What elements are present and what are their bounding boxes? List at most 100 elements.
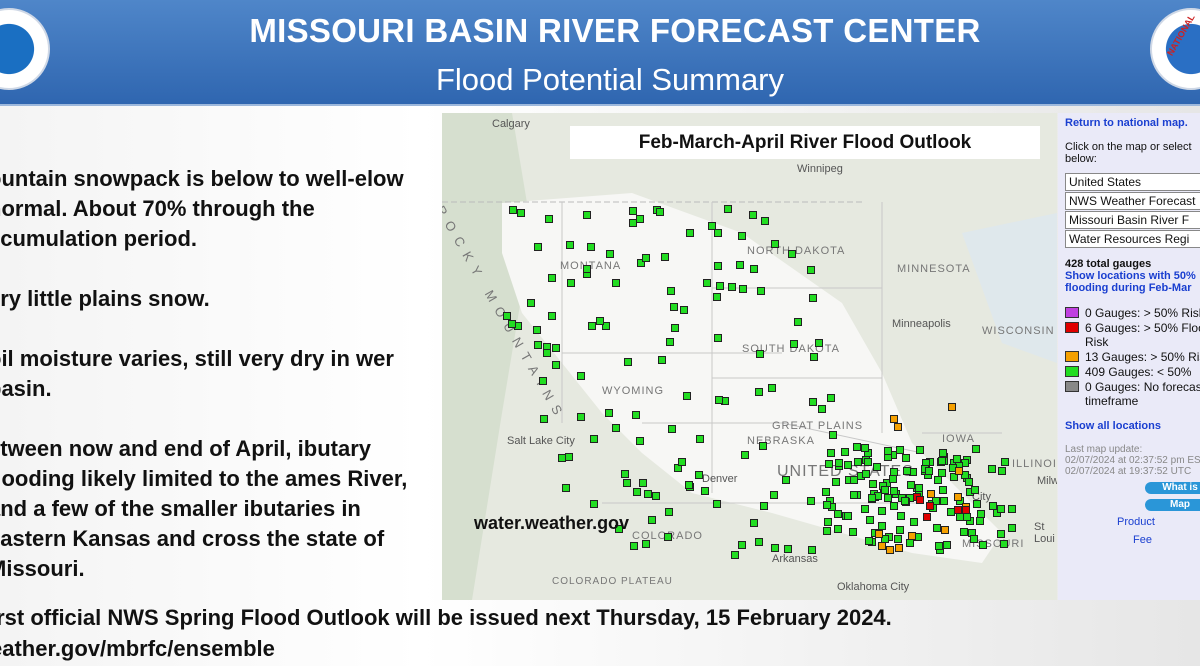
gauge-marker-below-50[interactable] <box>907 481 915 490</box>
gauge-marker-below-50[interactable] <box>642 254 651 263</box>
gauge-marker-below-50[interactable] <box>975 516 984 525</box>
gauge-marker-below-50[interactable] <box>992 509 1001 518</box>
gauge-marker-below-50[interactable] <box>708 222 717 231</box>
gauge-marker-below-50[interactable] <box>660 253 669 262</box>
gauge-marker-below-50[interactable] <box>916 445 924 454</box>
gauge-marker-below-50[interactable] <box>901 497 910 506</box>
show-all-link[interactable]: Show all locations <box>1065 420 1161 432</box>
gauge-marker-below-50[interactable] <box>596 317 605 326</box>
gauge-marker-below-50[interactable] <box>542 348 551 357</box>
gauge-marker-below-50[interactable] <box>997 466 1006 475</box>
gauge-marker-below-50[interactable] <box>759 441 768 450</box>
gauge-marker-below-50[interactable] <box>655 208 664 217</box>
gauge-marker-below-50[interactable] <box>890 468 899 477</box>
gauge-marker-below-50[interactable] <box>727 282 736 291</box>
gauge-marker-below-50[interactable] <box>889 486 898 495</box>
gauge-marker-below-50[interactable] <box>755 537 764 546</box>
gauge-marker-below-50[interactable] <box>972 445 981 454</box>
gauge-marker-below-50[interactable] <box>946 507 955 516</box>
select-wfo[interactable]: NWS Weather Forecast <box>1065 192 1200 210</box>
gauge-marker-below-50[interactable] <box>667 424 676 433</box>
gauge-marker-below-50[interactable] <box>761 216 770 225</box>
gauge-marker-below-50[interactable] <box>636 259 645 268</box>
gauge-marker-below-50[interactable] <box>809 397 818 406</box>
gauge-marker-below-50[interactable] <box>566 240 575 249</box>
gauge-marker-below-50[interactable] <box>749 518 758 527</box>
gauge-marker-red[interactable] <box>961 505 970 514</box>
gauge-marker-below-50[interactable] <box>866 516 875 525</box>
gauge-marker-below-50[interactable] <box>562 483 571 492</box>
gauge-marker-below-50[interactable] <box>996 504 1005 513</box>
gauge-marker-below-50[interactable] <box>679 305 688 314</box>
gauge-marker-below-50[interactable] <box>878 522 887 531</box>
gauge-marker-below-50[interactable] <box>960 528 969 537</box>
gauge-marker-below-50[interactable] <box>548 274 557 283</box>
gauge-marker-below-50[interactable] <box>731 550 740 559</box>
gauge-marker-orange[interactable] <box>893 423 902 432</box>
gauge-marker-below-50[interactable] <box>756 287 765 296</box>
flood-outlook-map[interactable]: Calgary Winnipeg MONTANA NORTH DAKOTA MI… <box>442 113 1057 600</box>
gauge-marker-below-50[interactable] <box>712 293 721 302</box>
gauge-marker-below-50[interactable] <box>890 501 899 510</box>
gauge-marker-below-50[interactable] <box>768 383 776 392</box>
gauge-marker-below-50[interactable] <box>657 355 666 364</box>
gauge-marker-below-50[interactable] <box>770 491 779 500</box>
gauge-marker-below-50[interactable] <box>835 459 844 468</box>
gauge-marker-below-50[interactable] <box>713 334 722 343</box>
select-united-states[interactable]: United States <box>1065 173 1200 191</box>
gauge-marker-below-50[interactable] <box>771 239 780 248</box>
gauge-marker-below-50[interactable] <box>683 392 692 401</box>
gauge-marker-below-50[interactable] <box>723 205 732 214</box>
gauge-marker-below-50[interactable] <box>806 265 815 274</box>
gauge-marker-below-50[interactable] <box>853 457 862 466</box>
gauge-marker-below-50[interactable] <box>950 472 959 481</box>
gauge-marker-below-50[interactable] <box>953 454 962 463</box>
gauge-marker-below-50[interactable] <box>759 501 768 510</box>
gauge-marker-below-50[interactable] <box>901 454 910 463</box>
gauge-marker-below-50[interactable] <box>896 511 905 520</box>
gauge-marker-below-50[interactable] <box>635 437 644 446</box>
gauge-marker-below-50[interactable] <box>848 527 857 536</box>
gauge-marker-below-50[interactable] <box>665 508 674 517</box>
gauge-marker-below-50[interactable] <box>864 458 873 467</box>
gauge-marker-below-50[interactable] <box>748 210 757 219</box>
gauge-marker-orange[interactable] <box>955 466 964 475</box>
gauge-marker-below-50[interactable] <box>602 322 611 331</box>
gauge-marker-below-50[interactable] <box>670 324 679 333</box>
gauge-marker-below-50[interactable] <box>686 229 695 238</box>
gauge-marker-below-50[interactable] <box>664 532 673 541</box>
gauge-marker-red[interactable] <box>954 505 963 514</box>
gauge-marker-below-50[interactable] <box>997 530 1006 539</box>
gauge-marker-below-50[interactable] <box>868 494 877 503</box>
gauge-marker-below-50[interactable] <box>865 537 874 546</box>
gauge-marker-below-50[interactable] <box>889 475 897 484</box>
gauge-marker-below-50[interactable] <box>893 535 902 544</box>
gauge-marker-below-50[interactable] <box>614 524 623 533</box>
gauge-marker-red[interactable] <box>916 496 925 505</box>
gauge-marker-below-50[interactable] <box>828 430 837 439</box>
gauge-marker-below-50[interactable] <box>713 229 722 238</box>
gauge-marker-below-50[interactable] <box>670 303 679 312</box>
gauge-marker-below-50[interactable] <box>587 242 596 251</box>
gauge-marker-below-50[interactable] <box>703 278 712 287</box>
gauge-marker-below-50[interactable] <box>612 279 621 288</box>
gauge-marker-below-50[interactable] <box>502 311 511 320</box>
map-button[interactable]: Map <box>1145 499 1200 511</box>
gauge-marker-below-50[interactable] <box>834 525 843 533</box>
gauge-marker-below-50[interactable] <box>970 535 978 544</box>
gauge-marker-below-50[interactable] <box>628 206 637 215</box>
select-water-region[interactable]: Water Resources Regi <box>1065 230 1200 248</box>
gauge-marker-below-50[interactable] <box>932 496 941 505</box>
gauge-marker-below-50[interactable] <box>629 218 638 227</box>
gauge-marker-below-50[interactable] <box>539 415 548 424</box>
gauge-marker-below-50[interactable] <box>771 544 780 553</box>
gauge-marker-below-50[interactable] <box>738 541 747 550</box>
gauge-marker-below-50[interactable] <box>924 466 933 475</box>
gauge-marker-below-50[interactable] <box>862 470 871 479</box>
gauge-marker-below-50[interactable] <box>938 469 947 478</box>
gauge-marker-below-50[interactable] <box>576 413 585 422</box>
gauge-marker-below-50[interactable] <box>825 460 834 469</box>
gauge-marker-below-50[interactable] <box>861 443 870 452</box>
gauge-marker-below-50[interactable] <box>565 453 574 462</box>
gauge-marker-below-50[interactable] <box>533 242 542 251</box>
